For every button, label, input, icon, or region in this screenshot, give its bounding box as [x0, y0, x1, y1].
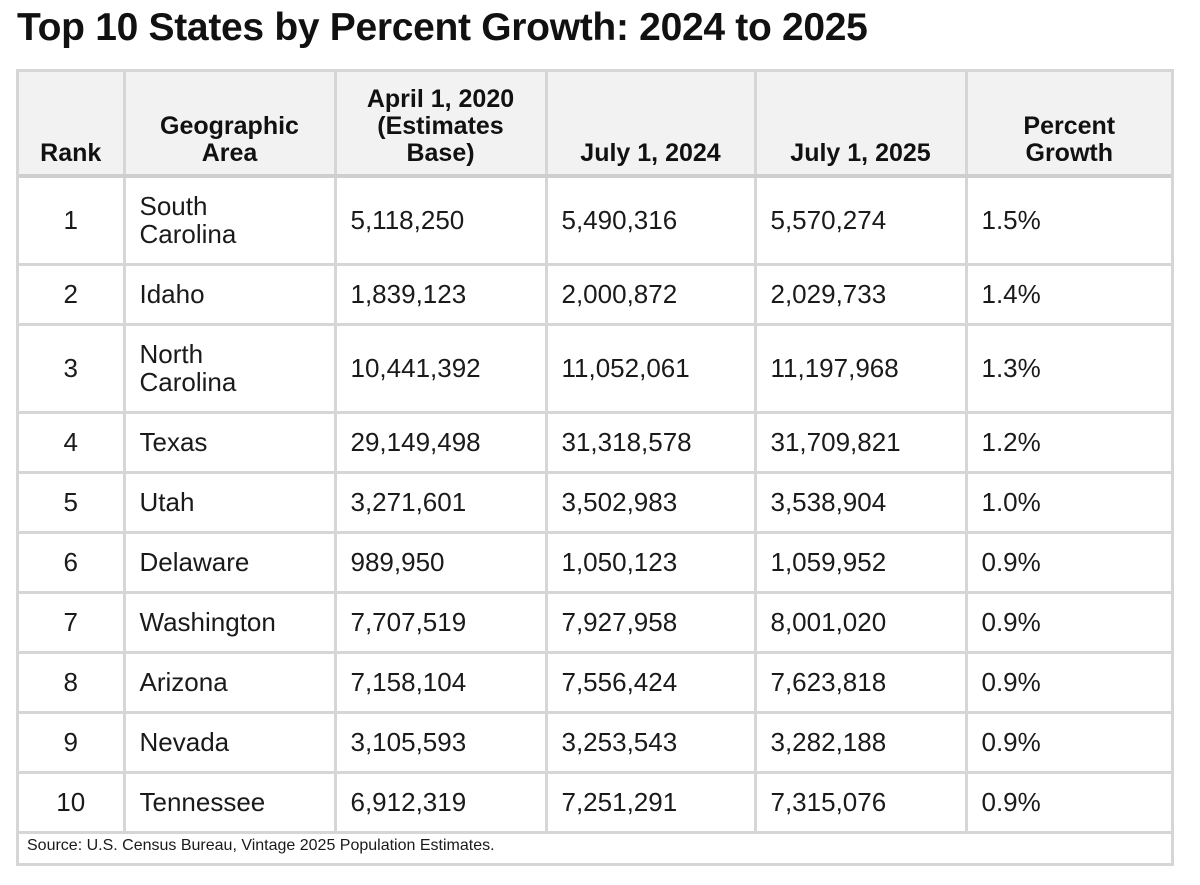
base-cell: 7,158,104 — [333, 650, 548, 714]
base-cell: 29,149,498 — [333, 410, 548, 474]
area-cell: North Carolina — [122, 322, 337, 414]
july-2024-cell: 7,556,424 — [544, 650, 757, 714]
table-row: 7 Washington 7,707,519 7,927,958 8,001,0… — [19, 590, 1171, 654]
table-row: 6 Delaware 989,950 1,050,123 1,059,952 0… — [19, 530, 1171, 594]
base-cell: 989,950 — [333, 530, 548, 594]
july-2024-cell: 2,000,872 — [544, 262, 757, 326]
rank-cell: 8 — [19, 650, 126, 714]
rank-cell: 5 — [19, 470, 126, 534]
july-2025-cell: 11,197,968 — [753, 322, 968, 414]
growth-cell: 1.5% — [964, 174, 1171, 266]
area-cell: Nevada — [122, 710, 337, 774]
base-cell: 3,105,593 — [333, 710, 548, 774]
growth-cell: 0.9% — [964, 650, 1171, 714]
growth-cell: 1.2% — [964, 410, 1171, 474]
july-2024-cell: 31,318,578 — [544, 410, 757, 474]
growth-cell: 1.4% — [964, 262, 1171, 326]
table-row: 10 Tennessee 6,912,319 7,251,291 7,315,0… — [19, 770, 1171, 834]
july-2025-cell: 8,001,020 — [753, 590, 968, 654]
july-2025-cell: 31,709,821 — [753, 410, 968, 474]
column-header-geographic-area: Geographic Area — [122, 72, 337, 178]
growth-cell: 0.9% — [964, 710, 1171, 774]
july-2025-cell: 7,623,818 — [753, 650, 968, 714]
base-cell: 3,271,601 — [333, 470, 548, 534]
population-growth-table: Rank Geographic Area April 1, 2020 (Esti… — [19, 72, 1171, 834]
source-note: Source: U.S. Census Bureau, Vintage 2025… — [27, 837, 495, 854]
table-row: 8 Arizona 7,158,104 7,556,424 7,623,818 … — [19, 650, 1171, 714]
july-2024-cell: 3,253,543 — [544, 710, 757, 774]
base-cell: 1,839,123 — [333, 262, 548, 326]
table-row: 3 North Carolina 10,441,392 11,052,061 11… — [19, 322, 1171, 414]
july-2024-cell: 3,502,983 — [544, 470, 757, 534]
column-header-july-2024: July 1, 2024 — [544, 72, 757, 178]
area-cell: Arizona — [122, 650, 337, 714]
base-cell: 5,118,250 — [333, 174, 548, 266]
base-cell: 6,912,319 — [333, 770, 548, 834]
july-2025-cell: 7,315,076 — [753, 770, 968, 834]
july-2024-cell: 11,052,061 — [544, 322, 757, 414]
july-2024-cell: 5,490,316 — [544, 174, 757, 266]
table-row: 9 Nevada 3,105,593 3,253,543 3,282,188 0… — [19, 710, 1171, 774]
rank-cell: 10 — [19, 770, 126, 834]
area-cell: Delaware — [122, 530, 337, 594]
july-2024-cell: 7,927,958 — [544, 590, 757, 654]
table-row: 2 Idaho 1,839,123 2,000,872 2,029,733 1.… — [19, 262, 1171, 326]
table-row: 1 South Carolina 5,118,250 5,490,316 5,57… — [19, 174, 1171, 266]
page-title: Top 10 States by Percent Growth: 2024 to… — [17, 6, 868, 49]
area-cell: Utah — [122, 470, 337, 534]
column-header-rank: Rank — [19, 72, 126, 178]
area-cell: Idaho — [122, 262, 337, 326]
table-row: 4 Texas 29,149,498 31,318,578 31,709,821… — [19, 410, 1171, 474]
july-2025-cell: 3,538,904 — [753, 470, 968, 534]
growth-cell: 1.3% — [964, 322, 1171, 414]
base-cell: 7,707,519 — [333, 590, 548, 654]
column-header-estimates-base: April 1, 2020 (Estimates Base) — [333, 72, 548, 178]
july-2024-cell: 7,251,291 — [544, 770, 757, 834]
growth-cell: 0.9% — [964, 530, 1171, 594]
area-cell: Texas — [122, 410, 337, 474]
rank-cell: 3 — [19, 322, 126, 414]
base-cell: 10,441,392 — [333, 322, 548, 414]
area-cell: South Carolina — [122, 174, 337, 266]
rank-cell: 6 — [19, 530, 126, 594]
column-header-july-2025: July 1, 2025 — [753, 72, 968, 178]
data-table-container: Rank Geographic Area April 1, 2020 (Esti… — [16, 69, 1174, 866]
july-2025-cell: 5,570,274 — [753, 174, 968, 266]
rank-cell: 9 — [19, 710, 126, 774]
growth-cell: 1.0% — [964, 470, 1171, 534]
column-header-percent-growth: Percent Growth — [964, 72, 1171, 178]
growth-cell: 0.9% — [964, 590, 1171, 654]
rank-cell: 1 — [19, 174, 126, 266]
july-2025-cell: 3,282,188 — [753, 710, 968, 774]
rank-cell: 2 — [19, 262, 126, 326]
area-cell: Washington — [122, 590, 337, 654]
rank-cell: 7 — [19, 590, 126, 654]
rank-cell: 4 — [19, 410, 126, 474]
july-2025-cell: 1,059,952 — [753, 530, 968, 594]
july-2024-cell: 1,050,123 — [544, 530, 757, 594]
growth-cell: 0.9% — [964, 770, 1171, 834]
july-2025-cell: 2,029,733 — [753, 262, 968, 326]
table-row: 5 Utah 3,271,601 3,502,983 3,538,904 1.0… — [19, 470, 1171, 534]
header-row: Rank Geographic Area April 1, 2020 (Esti… — [19, 72, 1171, 178]
area-cell: Tennessee — [122, 770, 337, 834]
